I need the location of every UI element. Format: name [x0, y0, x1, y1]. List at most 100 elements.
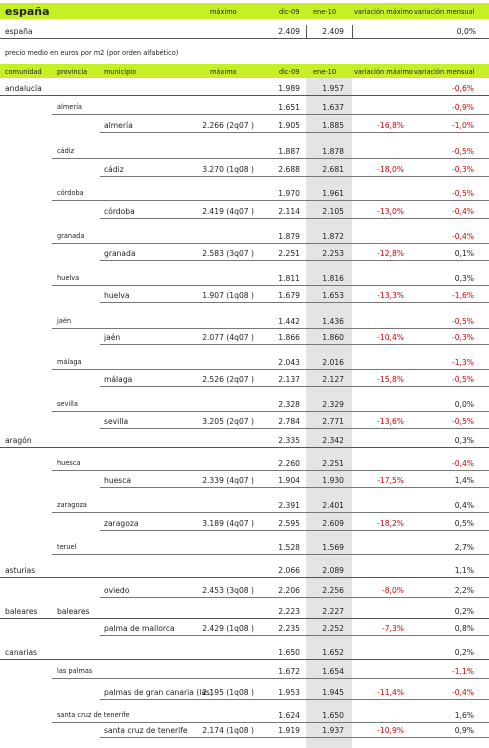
- ene-value: 2.251: [322, 459, 344, 468]
- table-row-comunidad: baleares baleares 2.223 2.227 0,2%: [0, 605, 489, 619]
- divider: [0, 38, 489, 39]
- municipio-name: córdoba: [104, 207, 135, 216]
- varmax-value: -10,9%: [377, 726, 404, 735]
- dic-value: 2.391: [278, 501, 300, 510]
- varmen-value: 0,8%: [454, 624, 474, 633]
- varmen-value: -0,3%: [451, 165, 474, 174]
- th-maximo: máximo: [210, 68, 237, 76]
- municipio-name: huesca: [104, 476, 132, 485]
- provincia-name: huesca: [57, 459, 81, 467]
- table-row-comunidad: asturias 2.066 2.089 1,1%: [0, 564, 489, 578]
- table-row-municipio: málaga 2.526 (2q07 ) 2.137 2.127 -15,8% -0,5%: [0, 373, 489, 387]
- comunidad-name: aragón: [5, 436, 32, 445]
- ene-value: 2.105: [322, 207, 344, 216]
- spain-row: españa 2.409 2.409 0,0%: [0, 25, 489, 39]
- th-ene: ene-10: [313, 68, 337, 76]
- row-divider: [100, 530, 489, 531]
- table-row-municipio: cádiz 3.270 (1q08 ) 2.688 2.681 -18,0% -0,3%: [0, 163, 489, 177]
- table-row-provincia: cádiz 1.887 1.878 -0,5%: [0, 145, 489, 159]
- row-divider: [0, 447, 489, 448]
- provincia-name: las palmas: [57, 667, 93, 675]
- dic-value: 2.595: [278, 519, 300, 528]
- table-header: comunidad provincia municipio máximo dic…: [0, 64, 489, 78]
- dic-value: 1.442: [278, 317, 300, 326]
- table-row-provincia: jaén 1.442 1.436 -0,5%: [0, 315, 489, 329]
- dic-value: 2.688: [278, 165, 300, 174]
- row-divider: [100, 344, 489, 345]
- row-divider: [100, 597, 489, 598]
- provincia-name: santa cruz de tenerife: [57, 711, 130, 719]
- dic-value: 2.328: [278, 400, 300, 409]
- table-row-provincia: sevilla 2.328 2.329 0,0%: [0, 398, 489, 412]
- table-row-comunidad: aragón 2.335 2.342 0,3%: [0, 434, 489, 448]
- spain-ene: 2.409: [322, 27, 344, 36]
- varmen-value: 0,3%: [454, 274, 474, 283]
- table-row-provincia: huesca 2.260 2.251 -0,4%: [0, 457, 489, 471]
- th-municipio: municipio: [104, 68, 137, 76]
- dic-value: 2.784: [278, 417, 300, 426]
- municipio-name: zaragoza: [104, 519, 139, 528]
- table-row-provincia: teruel 1.528 1.569 2,7%: [0, 541, 489, 555]
- municipio-name: palmas de gran canaria (las): [104, 688, 213, 697]
- row-divider: [100, 176, 489, 177]
- row-divider: [52, 200, 489, 201]
- varmax-value: -18,0%: [377, 165, 404, 174]
- max-value: 2.583 (3q07 ): [202, 249, 254, 258]
- row-divider: [100, 260, 489, 261]
- dic-value: 2.251: [278, 249, 300, 258]
- spain-varmen: 0,0%: [456, 27, 476, 36]
- dic-value: 1.970: [278, 189, 300, 198]
- ene-value: 1.569: [322, 543, 344, 552]
- varmen-value: -0,4%: [451, 688, 474, 697]
- comunidad-name: asturias: [5, 566, 36, 575]
- row-divider: [0, 618, 489, 619]
- ene-value: 2.227: [322, 607, 344, 616]
- row-divider: [52, 243, 489, 244]
- table-row-municipio: palma de mallorca 2.429 (1q08 ) 2.235 2.252…: [0, 622, 489, 636]
- dic-value: 1.887: [278, 147, 300, 156]
- table-subtitle: precio medio en euros por m2 (por orden …: [5, 49, 179, 57]
- row-divider: [52, 158, 489, 159]
- row-divider: [52, 512, 489, 513]
- municipio-name: jaén: [104, 333, 121, 342]
- dic-value: 1.651: [278, 103, 300, 112]
- ene-value: 2.127: [322, 375, 344, 384]
- municipio-name: sevilla: [104, 417, 129, 426]
- table-row-provincia: granada 1.879 1.872 -0,4%: [0, 230, 489, 244]
- varmax-value: -11,4%: [377, 688, 404, 697]
- comunidad-name: andalucía: [5, 84, 42, 93]
- varmen-value: -0,5%: [451, 147, 474, 156]
- varmen-value: -0,6%: [451, 84, 474, 93]
- comunidad-name: canarias: [5, 648, 38, 657]
- max-value: 2.077 (4q07 ): [202, 333, 254, 342]
- page-title: españa: [5, 5, 50, 18]
- row-divider: [52, 411, 489, 412]
- provincia-name: baleares: [57, 607, 90, 616]
- dic-value: 1.904: [278, 476, 300, 485]
- row-divider: [0, 577, 489, 578]
- row-divider: [52, 722, 489, 723]
- varmax-value: -10,4%: [377, 333, 404, 342]
- ene-value: 1.654: [322, 667, 344, 676]
- municipio-name: cádiz: [104, 165, 124, 174]
- row-divider: [100, 699, 489, 700]
- max-value: 2.266 (2q07 ): [202, 121, 254, 130]
- ene-value: 1.957: [322, 84, 344, 93]
- ene-value: 2.253: [322, 249, 344, 258]
- row-divider: [52, 114, 489, 115]
- row-divider: [100, 132, 489, 133]
- max-value: 1.907 (1q08 ): [202, 291, 254, 300]
- ene-value: 1.650: [322, 711, 344, 720]
- dic-value: 2.114: [278, 207, 300, 216]
- municipio-name: oviedo: [104, 586, 130, 595]
- max-value: 2.174 (1q08 ): [202, 726, 254, 735]
- ene-value: 2.016: [322, 358, 344, 367]
- dic-value: 2.066: [278, 566, 300, 575]
- varmax-value: -12,8%: [377, 249, 404, 258]
- max-value: 2.526 (2q07 ): [202, 375, 254, 384]
- municipio-name: huelva: [104, 291, 130, 300]
- table-row-provincia: almería 1.651 1.637 -0,9%: [0, 101, 489, 115]
- ene-value: 2.401: [322, 501, 344, 510]
- divider: [352, 25, 353, 39]
- varmen-value: 2,7%: [454, 543, 474, 552]
